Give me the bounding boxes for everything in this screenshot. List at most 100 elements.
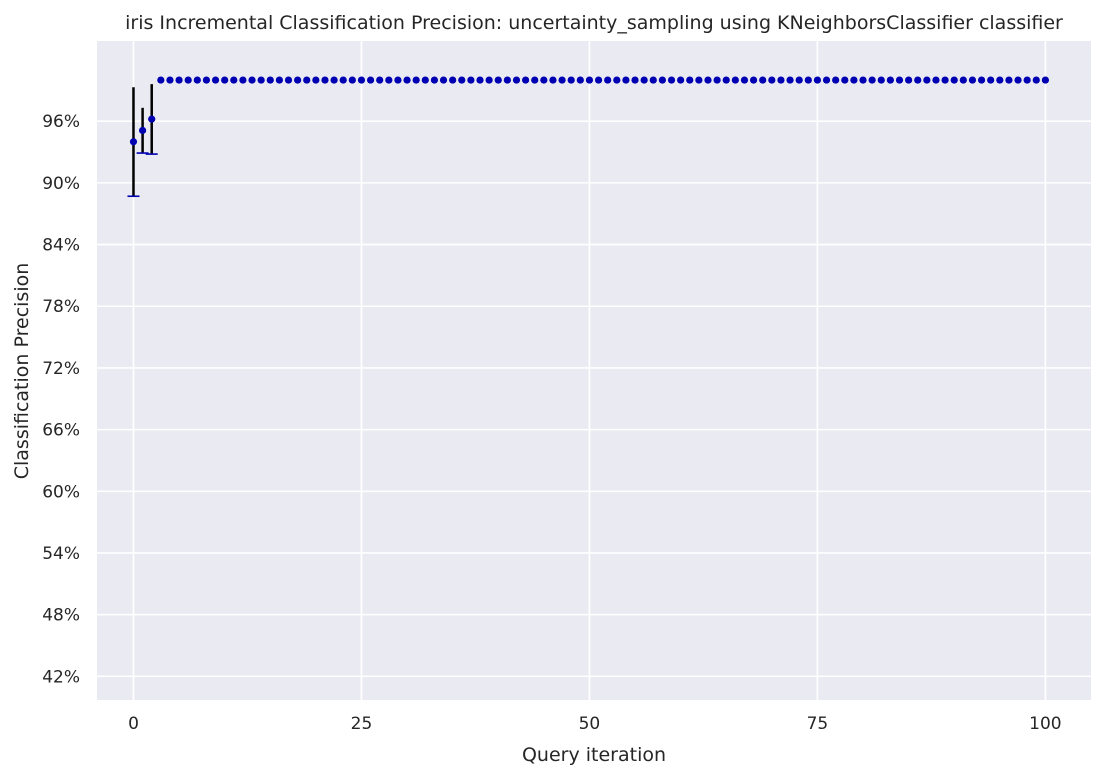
data-point [549, 76, 557, 84]
data-point [996, 76, 1004, 84]
data-point [312, 76, 320, 84]
data-point [1032, 76, 1040, 84]
data-point [366, 76, 375, 84]
y-tick-label: 60% [42, 482, 80, 502]
data-point [385, 76, 393, 84]
y-tick-label: 72% [42, 359, 80, 379]
data-point [394, 76, 402, 84]
data-point [713, 76, 721, 84]
data-point [266, 76, 274, 84]
y-tick-label: 54% [42, 544, 80, 564]
data-point [467, 76, 475, 84]
data-point [1014, 76, 1022, 84]
data-point [631, 76, 639, 84]
data-point [722, 76, 730, 84]
data-point [184, 76, 192, 84]
data-point [211, 76, 220, 84]
y-tick-label: 48% [42, 606, 80, 626]
y-tick-label: 96% [42, 112, 80, 132]
data-point [759, 76, 767, 84]
data-point [512, 76, 521, 84]
data-point [376, 76, 384, 84]
data-point [193, 76, 201, 84]
data-point [275, 76, 283, 84]
plot-background [97, 41, 1091, 700]
data-point [129, 138, 138, 146]
data-point [686, 76, 694, 84]
data-point [649, 76, 657, 84]
y-tick-label: 90% [42, 174, 80, 194]
data-point [640, 76, 648, 84]
data-point [585, 76, 594, 84]
data-point [613, 76, 621, 84]
data-point [494, 76, 502, 84]
data-point [786, 76, 794, 84]
data-point [923, 76, 931, 84]
data-point [822, 76, 831, 84]
data-point [239, 76, 247, 84]
data-point [294, 76, 302, 84]
data-point [531, 76, 539, 84]
data-point [905, 76, 913, 84]
data-point [449, 76, 457, 84]
data-point [604, 76, 612, 84]
data-point [476, 76, 484, 84]
data-point [914, 76, 922, 84]
data-point [257, 76, 265, 84]
y-tick-label: 66% [42, 421, 80, 441]
data-point [1023, 76, 1031, 84]
data-point [503, 76, 511, 84]
tick-labels: 0 25 50 75 100 42% 48% 54% 60% 66% 72% 78% 84% 90% 96% [42, 112, 1061, 734]
x-tick-label: 100 [1029, 714, 1061, 734]
x-axis-label: Query iteration [522, 744, 666, 766]
data-point [458, 76, 466, 84]
data-point [157, 76, 165, 84]
data-point [166, 76, 174, 84]
data-point [558, 76, 566, 84]
data-point [622, 76, 630, 84]
data-point [138, 126, 147, 135]
data-point [540, 76, 548, 84]
data-point [485, 76, 493, 84]
data-point [841, 76, 849, 84]
data-point [886, 76, 894, 84]
data-point [832, 76, 840, 84]
x-tick-label: 25 [351, 714, 373, 734]
data-point [704, 76, 712, 84]
data-point [868, 76, 876, 84]
y-tick-label: 78% [42, 297, 80, 317]
data-point [421, 76, 429, 84]
data-point [221, 76, 229, 84]
data-point [148, 115, 156, 123]
data-point [330, 76, 338, 84]
data-point [895, 76, 904, 84]
data-point [968, 76, 977, 84]
x-tick-label: 0 [128, 714, 139, 734]
data-point [777, 76, 785, 84]
data-point [522, 76, 530, 84]
y-tick-label: 84% [42, 236, 80, 256]
data-point [959, 76, 967, 84]
data-point [859, 76, 867, 84]
data-point [804, 76, 812, 84]
chart-title: iris Incremental Classification Precisio… [125, 12, 1063, 34]
y-tick-label: 42% [42, 667, 80, 687]
data-point [339, 76, 347, 84]
data-point [348, 76, 356, 84]
data-point [1005, 76, 1013, 84]
data-point [357, 76, 366, 84]
data-point [667, 76, 676, 84]
data-point [321, 76, 329, 84]
data-point [576, 76, 584, 84]
grid [97, 41, 1091, 700]
data-point [594, 76, 603, 84]
data-point [941, 76, 949, 84]
data-point [439, 76, 448, 84]
data-point [877, 76, 885, 84]
data-point [795, 76, 803, 84]
data-point [768, 76, 776, 84]
data-point [1041, 76, 1050, 84]
data-point [850, 76, 858, 84]
data-point [230, 76, 238, 84]
